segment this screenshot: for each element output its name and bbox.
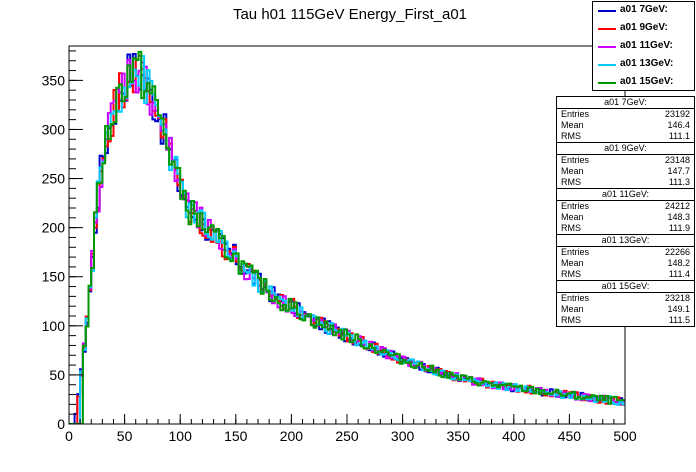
legend-label: a01 11GeV: [620, 40, 673, 51]
stats-row-mean: Mean 148.2 [557, 258, 694, 269]
stats-row-rms: RMS 111.5 [557, 315, 694, 326]
x-tick-label: 450 [558, 428, 582, 444]
x-tick-label: 50 [117, 428, 133, 444]
stats-row-rms: RMS 111.3 [557, 177, 694, 188]
legend-label: a01 13GeV: [620, 58, 674, 69]
histogram-series-layer [69, 50, 625, 424]
x-tick-label: 350 [447, 428, 471, 444]
x-axis: 0 50 100 150 200 250 300 350 400 450 500 [65, 414, 637, 444]
chart-title: Tau h01 115GeV Energy_First_a01 [232, 6, 468, 23]
legend-label: a01 15GeV: [620, 76, 674, 87]
legend-swatch-9gev [598, 28, 616, 30]
stats-label: RMS [561, 269, 581, 279]
stats-label: RMS [561, 177, 581, 187]
stats-value: 111.5 [668, 315, 690, 325]
y-tick-label: 300 [42, 121, 66, 137]
legend-entry: a01 7GeV: [593, 2, 694, 20]
stats-value: 148.3 [667, 212, 690, 222]
stats-row-mean: Mean 148.3 [557, 212, 694, 223]
y-tick-label: 350 [42, 72, 66, 88]
stats-title: a01 9GeV: [557, 143, 694, 155]
stats-value: 111.1 [668, 131, 690, 141]
stats-value: 147.7 [667, 166, 690, 176]
x-tick-label: 300 [391, 428, 415, 444]
stats-label: Mean [561, 120, 584, 130]
y-axis: 0 50 100 150 200 250 300 350 [42, 50, 83, 432]
stats-row-entries: Entries 23148 [557, 155, 694, 166]
stats-box-9gev: a01 9GeV: Entries 23148 Mean 147.7 RMS 111.… [557, 142, 694, 188]
stats-row-rms: RMS 111.9 [557, 223, 694, 234]
stats-label: Entries [561, 293, 590, 303]
stats-title: a01 13GeV: [557, 235, 694, 247]
legend-entry: a01 9GeV: [593, 20, 694, 38]
stats-value: 149.1 [667, 304, 690, 314]
y-tick-label: 200 [42, 220, 66, 236]
y-tick-label: 0 [57, 416, 65, 432]
legend-entry: a01 15GeV: [593, 74, 694, 92]
legend-swatch-11gev [598, 46, 616, 48]
stats-title: a01 11GeV: [557, 189, 694, 201]
stats-label: RMS [561, 223, 581, 233]
stats-row-mean: Mean 149.1 [557, 304, 694, 315]
stats-row-entries: Entries 22266 [557, 247, 694, 258]
stats-label: Entries [561, 201, 590, 211]
stats-label: RMS [561, 315, 581, 325]
legend-label: a01 9GeV: [620, 22, 668, 33]
stats-row-rms: RMS 111.4 [557, 269, 694, 280]
stats-label: Entries [561, 247, 590, 257]
x-tick-label: 0 [65, 428, 73, 444]
stats-value: 23218 [664, 293, 690, 303]
stats-value: 23148 [664, 155, 690, 165]
stats-label: Mean [561, 304, 584, 314]
stats-value: 146.4 [667, 120, 690, 130]
stats-label: Entries [561, 155, 590, 165]
stats-value: 111.3 [668, 177, 690, 187]
stats-row-entries: Entries 23192 [557, 109, 694, 120]
stats-value: 22266 [664, 247, 690, 257]
stats-value: 24212 [664, 201, 690, 211]
stats-value: 111.9 [668, 223, 690, 233]
x-tick-label: 400 [502, 428, 526, 444]
stats-panel: a01 7GeV: Entries 23192 Mean 146.4 RMS 111.… [556, 96, 695, 327]
stats-box-11gev: a01 11GeV: Entries 24212 Mean 148.3 RMS 111… [557, 188, 694, 234]
stats-label: Mean [561, 166, 584, 176]
x-tick-label: 500 [613, 428, 637, 444]
x-tick-label: 250 [335, 428, 359, 444]
stats-row-mean: Mean 147.7 [557, 166, 694, 177]
histogram-series-4 [69, 50, 625, 424]
stats-label: Mean [561, 258, 584, 268]
x-tick-label: 100 [169, 428, 193, 444]
y-tick-label: 100 [42, 318, 66, 334]
stats-row-entries: Entries 24212 [557, 201, 694, 212]
stats-value: 111.4 [668, 269, 690, 279]
stats-row-entries: Entries 23218 [557, 293, 694, 304]
y-tick-label: 150 [42, 269, 66, 285]
stats-value: 23192 [664, 109, 690, 119]
stats-label: Mean [561, 212, 584, 222]
legend-entry: a01 13GeV: [593, 56, 694, 74]
stats-title: a01 15GeV: [557, 281, 694, 293]
y-tick-label: 50 [49, 367, 65, 383]
legend-swatch-7gev [598, 10, 616, 12]
y-tick-label: 250 [42, 171, 66, 187]
stats-box-15gev: a01 15GeV: Entries 23218 Mean 149.1 RMS 111… [557, 280, 694, 326]
legend-swatch-15gev [598, 82, 616, 84]
legend-entry: a01 11GeV: [593, 38, 694, 56]
stats-label: Entries [561, 109, 590, 119]
stats-box-7gev: a01 7GeV: Entries 23192 Mean 146.4 RMS 111.… [557, 97, 694, 142]
stats-row-rms: RMS 111.1 [557, 131, 694, 142]
x-tick-label: 200 [280, 428, 304, 444]
stats-label: RMS [561, 131, 581, 141]
legend: a01 7GeV: a01 9GeV: a01 11GeV: a01 13GeV… [592, 1, 695, 91]
x-tick-label: 150 [224, 428, 248, 444]
stats-box-13gev: a01 13GeV: Entries 22266 Mean 148.2 RMS 111… [557, 234, 694, 280]
stats-row-mean: Mean 146.4 [557, 120, 694, 131]
legend-swatch-13gev [598, 64, 616, 66]
histogram-series-2 [69, 59, 625, 424]
legend-label: a01 7GeV: [620, 4, 668, 15]
stats-value: 148.2 [667, 258, 690, 268]
stats-title: a01 7GeV: [557, 97, 694, 109]
